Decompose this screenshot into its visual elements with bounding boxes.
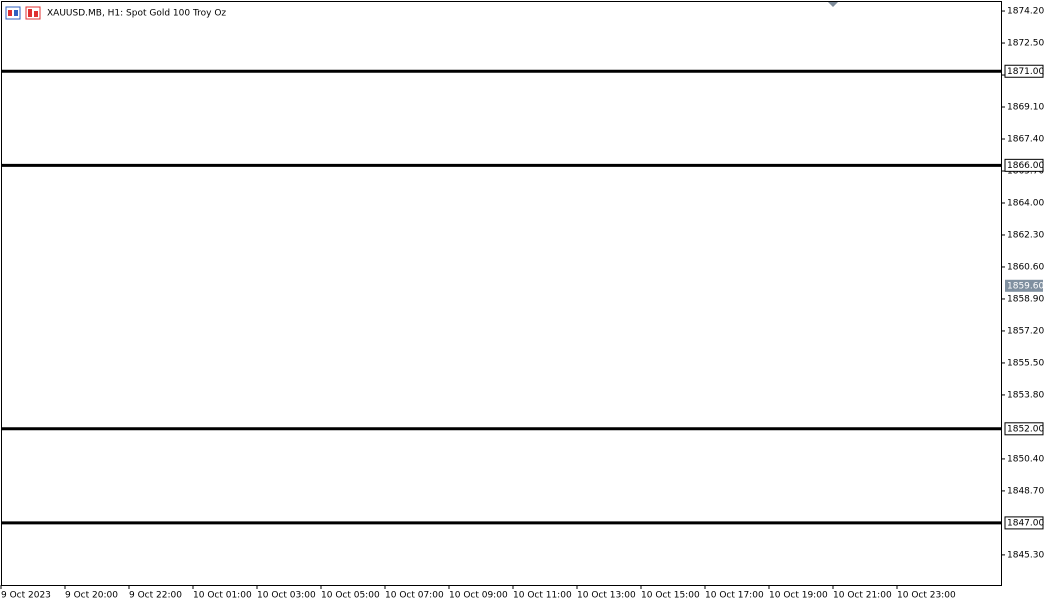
x-tick-label: 10 Oct 15:00	[641, 591, 700, 601]
x-tick-label: 10 Oct 21:00	[833, 591, 892, 601]
y-tick-label: 1845.30	[1007, 550, 1044, 560]
y-tick-label: 1869.10	[1007, 103, 1044, 113]
y-tick-label: 1874.20	[1007, 7, 1044, 17]
x-tick-label: 10 Oct 23:00	[897, 591, 956, 601]
y-tick-label: 1850.40	[1007, 454, 1044, 464]
level-label-box	[1004, 516, 1044, 530]
chart-title: XAUUSD.MB, H1: Spot Gold 100 Troy Oz	[47, 9, 226, 19]
x-tick-label: 10 Oct 03:00	[257, 591, 316, 601]
x-tick-label: 10 Oct 13:00	[577, 591, 636, 601]
x-tick-label: 10 Oct 07:00	[385, 591, 444, 601]
x-tick-label: 10 Oct 17:00	[705, 591, 764, 601]
y-tick-label: 1864.00	[1007, 198, 1044, 208]
plot-frame	[1, 1, 1002, 586]
x-tick-label: 9 Oct 20:00	[65, 591, 118, 601]
y-tick-label: 1862.30	[1007, 230, 1044, 240]
x-tick-label: 10 Oct 05:00	[321, 591, 380, 601]
x-tick-label: 10 Oct 11:00	[513, 591, 572, 601]
y-tick-label: 1857.20	[1007, 326, 1044, 336]
x-tick-label: 9 Oct 2023	[1, 591, 51, 601]
x-tick-label: 10 Oct 19:00	[769, 591, 828, 601]
y-tick-label: 1867.40	[1007, 134, 1044, 144]
y-tick-label: 1848.70	[1007, 486, 1044, 496]
y-tick-label: 1872.50	[1007, 39, 1044, 49]
x-tick-label: 10 Oct 01:00	[193, 591, 252, 601]
price-label: 1859.60	[1007, 281, 1044, 291]
y-tick-label: 1860.60	[1007, 262, 1044, 272]
x-tick-label: 9 Oct 22:00	[129, 591, 182, 601]
level-label: 1871.00	[1007, 67, 1044, 77]
y-tick-label: 1853.80	[1007, 390, 1044, 400]
level-label-box	[1004, 422, 1044, 436]
scroll-marker	[828, 2, 838, 7]
level-label: 1847.00	[1007, 518, 1044, 528]
chart-icon	[5, 6, 41, 20]
price-label-box	[1005, 279, 1043, 292]
level-label: 1852.00	[1007, 424, 1044, 434]
y-tick-label: 1858.90	[1007, 294, 1044, 304]
level-label: 1866.00	[1007, 161, 1044, 171]
level-label-box	[1004, 64, 1044, 78]
x-tick-label: 10 Oct 09:00	[449, 591, 508, 601]
y-tick-label: 1855.50	[1007, 358, 1044, 368]
level-label-box	[1004, 158, 1044, 172]
